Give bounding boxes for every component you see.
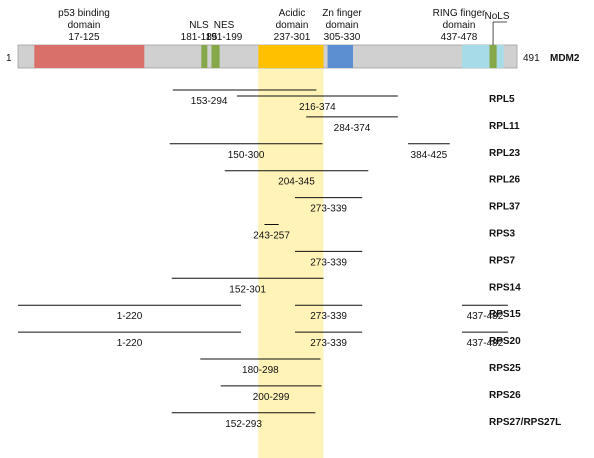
row-name: RPS25 xyxy=(489,363,521,374)
protein-end-label: 491 xyxy=(523,53,540,64)
segment-label: 1-220 xyxy=(117,311,143,322)
domain-title-zn: Zn finger xyxy=(322,8,362,19)
domain-range-zn: 305-330 xyxy=(324,32,361,43)
row-rps7: RPS7 273-339 xyxy=(294,250,516,268)
segment-label: 153-294 xyxy=(191,96,228,107)
protein-name-label: MDM2 xyxy=(550,53,580,64)
domain-title-nes: NES xyxy=(214,20,235,31)
row-name: RPS20 xyxy=(489,336,521,347)
row-rpl11: RPL11 284-374 xyxy=(306,116,520,134)
domain-range-acidic: 237-301 xyxy=(274,32,311,43)
binding-rows: RPL5 153-294 216-374 RPL11 284-374 RPL23 150-3… xyxy=(18,89,561,430)
segment-label: 204-345 xyxy=(278,177,315,188)
row-name: RPL26 xyxy=(489,175,521,186)
row-rps25: RPS25 180-298 xyxy=(200,358,521,376)
domain-range-nls: 181-185 xyxy=(181,32,218,43)
row-rps15: RPS15 1-220 273-339 437-482 xyxy=(18,304,521,322)
domain-nls xyxy=(201,45,208,68)
segment-label: 437-482 xyxy=(467,338,504,349)
segment-label: 437-482 xyxy=(467,311,504,322)
domain-title-zn: domain xyxy=(326,20,359,31)
protein-start-label: 1 xyxy=(6,53,12,64)
row-name: RPS26 xyxy=(489,390,521,401)
domain-title-ring: domain xyxy=(443,20,476,31)
domain-ring xyxy=(462,45,504,68)
mdm2-protein-bar: 1 491 MDM2 xyxy=(6,44,580,69)
row-name: RPS14 xyxy=(489,282,521,293)
row-rpl37: RPL37 273-339 xyxy=(294,197,521,215)
segment-label: 152-293 xyxy=(225,419,262,430)
row-rps3: RPS3 243-257 xyxy=(253,224,516,242)
domain-nols xyxy=(489,45,497,68)
domain-acidic xyxy=(258,45,324,68)
row-rps26: RPS26 200-299 xyxy=(220,385,521,403)
row-name: RPL23 xyxy=(489,148,521,159)
segment-label: 384-425 xyxy=(411,150,448,161)
domain-title-ring: RING finger xyxy=(433,8,486,19)
domain-title-p53: p53 binding xyxy=(58,8,110,19)
domain-title-nls: NLS xyxy=(189,20,209,31)
row-name: RPS7 xyxy=(489,255,516,266)
row-name: RPS27/RPS27L xyxy=(489,417,561,428)
segment-label: 284-374 xyxy=(334,123,371,134)
segment-label: 152-301 xyxy=(229,284,266,295)
segment-label: 273-339 xyxy=(310,311,347,322)
row-name: RPL37 xyxy=(489,202,521,213)
row-name: RPL11 xyxy=(489,121,520,132)
domain-title-p53: domain xyxy=(68,20,101,31)
domain-nes xyxy=(211,45,220,68)
segment-label: 273-339 xyxy=(310,204,347,215)
domain-rects xyxy=(34,45,504,68)
row-rpl5: RPL5 153-294 216-374 xyxy=(172,89,515,113)
segment-label: 150-300 xyxy=(228,150,265,161)
segment-label: 273-339 xyxy=(310,338,347,349)
segment-label: 243-257 xyxy=(253,231,290,242)
segment-label: 180-298 xyxy=(242,365,279,376)
row-rps27-rps27l: RPS27/RPS27L 152-293 xyxy=(171,412,561,430)
domain-range-p53: 17-125 xyxy=(68,32,100,43)
segment-label: 200-299 xyxy=(253,392,290,403)
row-rps14: RPS14 152-301 xyxy=(171,277,521,295)
domain-title-nols: NoLS xyxy=(484,11,509,22)
row-rps20: RPS20 1-220 273-339 437-482 xyxy=(18,331,521,349)
row-name: RPS3 xyxy=(489,229,516,240)
segment-label: 216-374 xyxy=(299,102,336,113)
row-rpl26: RPL26 204-345 xyxy=(224,170,521,188)
row-name: RPL5 xyxy=(489,94,515,105)
domain-labels: p53 bindingdomain17-125NLS181-185NES191-… xyxy=(58,8,510,45)
row-rpl23: RPL23 150-300 384-425 xyxy=(169,143,521,161)
domain-range-ring: 437-478 xyxy=(441,32,478,43)
segment-label: 1-220 xyxy=(117,338,143,349)
domain-title-acidic: Acidic xyxy=(279,8,306,19)
domain-title-acidic: domain xyxy=(276,20,309,31)
row-name: RPS15 xyxy=(489,309,521,320)
segment-label: 273-339 xyxy=(310,257,347,268)
domain-p53 xyxy=(34,45,145,68)
domain-zn xyxy=(327,45,354,68)
domain-range-nes: 191-199 xyxy=(206,32,243,43)
